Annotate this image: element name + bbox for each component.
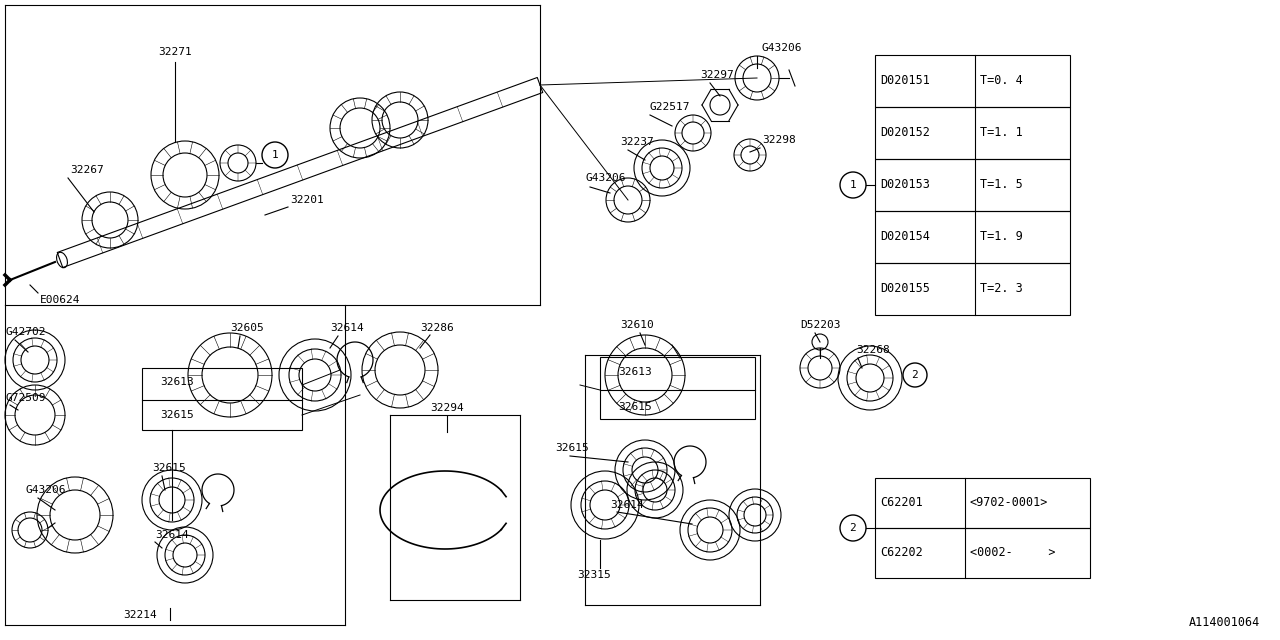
Text: E00624: E00624 bbox=[40, 295, 81, 305]
Text: 32614: 32614 bbox=[155, 530, 188, 540]
Text: 32605: 32605 bbox=[230, 323, 264, 333]
Text: G43206: G43206 bbox=[585, 173, 626, 183]
Text: 32297: 32297 bbox=[700, 70, 733, 80]
Bar bbox=[142, 368, 302, 430]
Text: <0002-     >: <0002- > bbox=[970, 547, 1056, 559]
Bar bbox=[876, 263, 1070, 315]
Text: T=1. 1: T=1. 1 bbox=[980, 127, 1023, 140]
Text: 32615: 32615 bbox=[618, 402, 652, 412]
Text: 1: 1 bbox=[271, 150, 278, 160]
Text: G43206: G43206 bbox=[26, 485, 65, 495]
Text: 32614: 32614 bbox=[611, 500, 644, 510]
Bar bbox=[876, 478, 1091, 528]
Text: 32315: 32315 bbox=[577, 570, 611, 580]
Text: 32613: 32613 bbox=[160, 377, 193, 387]
Text: T=0. 4: T=0. 4 bbox=[980, 74, 1023, 88]
Text: 32615: 32615 bbox=[160, 410, 193, 420]
Text: D020152: D020152 bbox=[881, 127, 929, 140]
Bar bbox=[876, 159, 1070, 211]
Text: D020153: D020153 bbox=[881, 179, 929, 191]
Text: 32214: 32214 bbox=[123, 610, 157, 620]
Text: D020154: D020154 bbox=[881, 230, 929, 243]
Text: G42702: G42702 bbox=[5, 327, 46, 337]
Text: 32286: 32286 bbox=[420, 323, 453, 333]
Text: 32298: 32298 bbox=[762, 135, 796, 145]
Text: 32613: 32613 bbox=[618, 367, 652, 377]
Text: 32268: 32268 bbox=[856, 345, 890, 355]
Text: G72509: G72509 bbox=[5, 393, 46, 403]
Text: A114001064: A114001064 bbox=[1189, 616, 1260, 628]
Text: T=1. 9: T=1. 9 bbox=[980, 230, 1023, 243]
Bar bbox=[876, 55, 1070, 107]
Bar bbox=[876, 107, 1070, 159]
Text: D52203: D52203 bbox=[800, 320, 841, 330]
Text: 32201: 32201 bbox=[291, 195, 324, 205]
Text: D020151: D020151 bbox=[881, 74, 929, 88]
Text: G22517: G22517 bbox=[650, 102, 690, 112]
Text: 32267: 32267 bbox=[70, 165, 104, 175]
Text: G43206: G43206 bbox=[762, 43, 803, 53]
Bar bbox=[876, 211, 1070, 263]
Text: <9702-0001>: <9702-0001> bbox=[970, 497, 1048, 509]
Text: 32294: 32294 bbox=[430, 403, 463, 413]
Text: T=2. 3: T=2. 3 bbox=[980, 282, 1023, 296]
Text: 1: 1 bbox=[850, 180, 856, 190]
Text: 32615: 32615 bbox=[152, 463, 186, 473]
Text: C62201: C62201 bbox=[881, 497, 923, 509]
Text: D020155: D020155 bbox=[881, 282, 929, 296]
Text: T=1. 5: T=1. 5 bbox=[980, 179, 1023, 191]
Bar bbox=[876, 528, 1091, 578]
Text: 32615: 32615 bbox=[556, 443, 589, 453]
Text: 32271: 32271 bbox=[159, 47, 192, 57]
Bar bbox=[600, 357, 755, 419]
Text: 32237: 32237 bbox=[620, 137, 654, 147]
Text: 2: 2 bbox=[850, 523, 856, 533]
Text: C62202: C62202 bbox=[881, 547, 923, 559]
Text: 2: 2 bbox=[911, 370, 918, 380]
Text: 32614: 32614 bbox=[330, 323, 364, 333]
Text: 32610: 32610 bbox=[620, 320, 654, 330]
